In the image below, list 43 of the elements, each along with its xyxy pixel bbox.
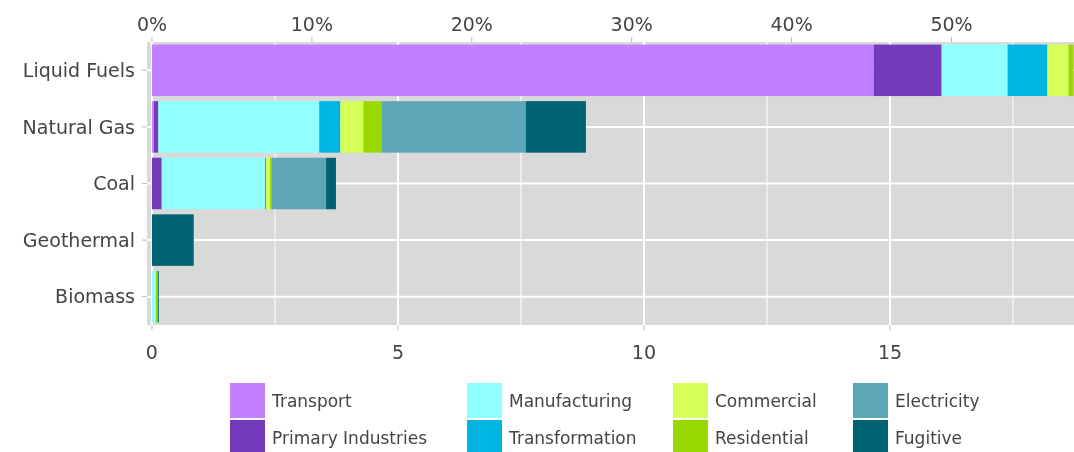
bar: [151, 44, 874, 97]
bar: [161, 157, 266, 210]
x-tick-label: 10: [631, 341, 657, 363]
bar: [381, 101, 526, 153]
x2-tick-label: 30%: [610, 13, 653, 35]
x2-tick-label: 50%: [930, 13, 973, 35]
bar: [941, 44, 1008, 97]
bar: [158, 101, 320, 153]
x2-tick-label: 0%: [136, 13, 168, 35]
y-tick-label: Geothermal: [22, 228, 135, 251]
y-tick-label: Coal: [93, 172, 135, 195]
legend-label: Electricity: [895, 390, 980, 411]
x-tick-label: 0: [145, 341, 158, 363]
bar: [525, 101, 586, 153]
legend-label: Primary Industries: [272, 427, 428, 448]
x2-tick-label: 20%: [450, 13, 493, 35]
bar: [1007, 44, 1048, 97]
y-tick-label: Biomass: [55, 285, 135, 308]
x-tick-label: 15: [877, 341, 903, 363]
bar: [326, 157, 336, 210]
x-tick-label: 5: [391, 341, 404, 363]
legend-label: Residential: [715, 427, 809, 448]
legend-label: Commercial: [715, 390, 817, 411]
x2-tick-label: 10%: [290, 13, 333, 35]
legend-label: Transport: [271, 390, 353, 411]
legend-label: Manufacturing: [509, 390, 633, 411]
bar: [1068, 44, 1074, 97]
bar: [266, 157, 271, 210]
legend-label: Transformation: [508, 427, 637, 448]
bar: [151, 270, 156, 323]
bar: [271, 157, 327, 210]
x2-tick-label: 40%: [770, 13, 813, 35]
bar: [873, 44, 942, 97]
bar: [340, 101, 364, 153]
bar: [363, 101, 382, 153]
bar: [151, 157, 162, 210]
bar: [153, 101, 159, 153]
legend-label: Fugitive: [895, 427, 963, 448]
y-tick-label: Natural Gas: [22, 115, 135, 138]
bar: [319, 101, 341, 153]
bar: [151, 214, 194, 266]
bar: [1047, 44, 1069, 97]
y-tick-label: Liquid Fuels: [22, 58, 135, 81]
